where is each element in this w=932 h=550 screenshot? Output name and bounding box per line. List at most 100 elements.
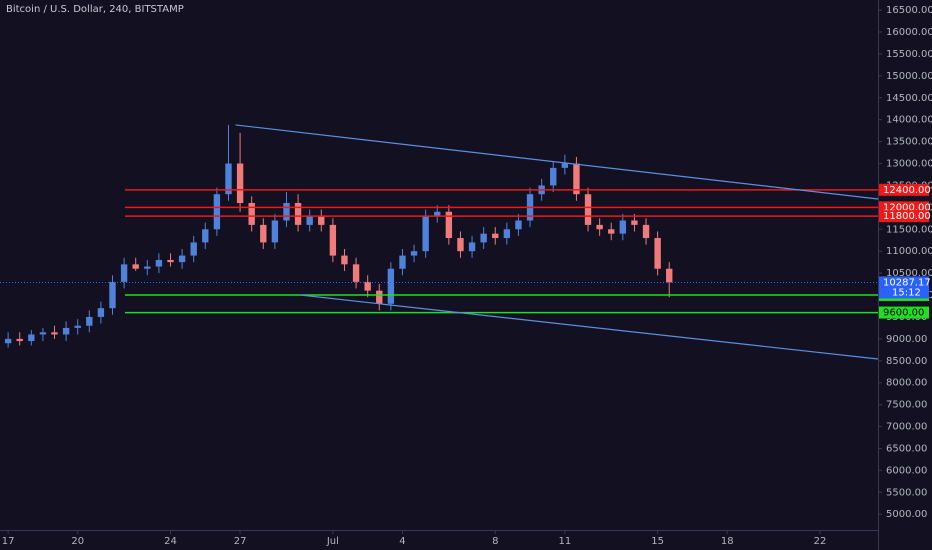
y-tick-label: 15500.00 bbox=[886, 49, 932, 60]
candle-body bbox=[62, 327, 70, 335]
candle-body bbox=[654, 238, 661, 269]
candle-body bbox=[86, 316, 93, 326]
x-tick-label: 15 bbox=[651, 536, 664, 547]
candle-body bbox=[596, 224, 603, 230]
y-tick-label: 11500.00 bbox=[886, 224, 932, 235]
candle-body bbox=[283, 202, 290, 221]
candle-body bbox=[190, 242, 197, 256]
candle-body bbox=[213, 194, 221, 230]
candle-body bbox=[51, 332, 58, 335]
candle-body bbox=[492, 233, 499, 239]
y-tick-label: 16500.00 bbox=[886, 5, 932, 16]
y-tick-label: 16000.00 bbox=[886, 27, 932, 38]
candle-body bbox=[399, 255, 406, 269]
candle-body bbox=[550, 167, 557, 186]
candle-body bbox=[306, 216, 313, 225]
x-tick-label: 20 bbox=[71, 536, 84, 547]
candle-body bbox=[294, 202, 302, 225]
candle-body bbox=[573, 163, 580, 195]
candle-body bbox=[561, 163, 569, 168]
last-price-badge bbox=[879, 276, 929, 299]
y-tick-label: 5500.00 bbox=[886, 487, 927, 498]
candle-body bbox=[584, 194, 592, 225]
candle-body bbox=[341, 255, 348, 265]
y-tick-label: 7000.00 bbox=[886, 422, 927, 433]
y-tick-label: 7500.00 bbox=[886, 400, 927, 411]
x-tick-label: 22 bbox=[814, 536, 827, 547]
x-tick-label: 27 bbox=[234, 536, 247, 547]
candle-body bbox=[608, 229, 615, 234]
y-tick-label: 8500.00 bbox=[886, 356, 927, 367]
candle-body bbox=[468, 242, 476, 252]
x-tick-label: 4 bbox=[399, 536, 405, 547]
chart-title: Bitcoin / U.S. Dollar, 240, BITSTAMP bbox=[6, 4, 184, 15]
level-badge bbox=[879, 306, 929, 319]
candle-body bbox=[120, 264, 128, 282]
x-tick-label: 8 bbox=[492, 536, 498, 547]
y-tick-label: 13500.00 bbox=[886, 137, 932, 148]
last-price-label: 10287.17 bbox=[883, 277, 931, 288]
candle-body bbox=[666, 268, 673, 283]
y-tick-label: 8000.00 bbox=[886, 378, 927, 389]
candle-body bbox=[619, 220, 627, 234]
level-label: 12000.00 bbox=[883, 202, 931, 213]
candle-body bbox=[225, 163, 232, 195]
candle-body bbox=[318, 216, 325, 225]
x-tick-label: Jul bbox=[326, 536, 339, 547]
candle-body bbox=[144, 266, 151, 269]
y-tick-label: 5000.00 bbox=[886, 509, 927, 520]
level-label: 11800.00 bbox=[883, 211, 931, 222]
y-tick-label: 9000.00 bbox=[886, 334, 927, 345]
candle-body bbox=[4, 338, 12, 344]
candle-body bbox=[248, 202, 255, 225]
candle-body bbox=[503, 229, 511, 239]
y-tick-label: 15000.00 bbox=[886, 71, 932, 82]
x-tick-label: 11 bbox=[558, 536, 571, 547]
candle-body bbox=[132, 264, 139, 269]
candle-body bbox=[445, 211, 453, 239]
y-tick-label: 14000.00 bbox=[886, 115, 932, 126]
candle-body bbox=[352, 264, 360, 282]
candle-body bbox=[422, 216, 429, 252]
candle-body bbox=[109, 281, 116, 309]
candle-body bbox=[167, 259, 174, 263]
candle-body bbox=[155, 259, 163, 267]
candle-body bbox=[74, 325, 81, 328]
y-tick-label: 6500.00 bbox=[886, 443, 927, 454]
y-tick-label: 14500.00 bbox=[886, 93, 932, 104]
candle-body bbox=[410, 251, 418, 256]
x-tick-label: 18 bbox=[721, 536, 734, 547]
candle-body bbox=[480, 233, 487, 243]
candle-body bbox=[28, 334, 35, 342]
candle-body bbox=[236, 163, 244, 203]
level-label: 12400.00 bbox=[883, 185, 931, 196]
candle-body bbox=[260, 224, 267, 243]
x-tick-label: 24 bbox=[164, 536, 177, 547]
level-badge bbox=[879, 183, 929, 196]
candle-body bbox=[178, 255, 186, 263]
y-tick-label: 10500.00 bbox=[886, 268, 932, 279]
candle-body bbox=[16, 338, 23, 342]
candle-body bbox=[642, 224, 650, 239]
candle-body bbox=[376, 290, 383, 304]
candle-body bbox=[329, 224, 337, 256]
y-tick-label: 11000.00 bbox=[886, 246, 932, 257]
level-label: 9600.00 bbox=[883, 308, 924, 319]
candle-body bbox=[515, 220, 522, 230]
candle-body bbox=[434, 211, 441, 217]
y-tick-label: 6000.00 bbox=[886, 465, 927, 476]
candle-body bbox=[39, 332, 47, 335]
trend-line bbox=[300, 294, 879, 360]
candle-body bbox=[271, 220, 279, 243]
y-tick-label: 13000.00 bbox=[886, 159, 932, 170]
candle-body bbox=[631, 220, 638, 225]
candle-body bbox=[387, 268, 395, 304]
candle-body bbox=[97, 308, 105, 317]
candle-body bbox=[202, 229, 209, 243]
countdown-label: 15:12 bbox=[892, 287, 921, 298]
candle-body bbox=[364, 281, 371, 291]
level-badge bbox=[879, 210, 929, 223]
trend-line bbox=[235, 124, 879, 200]
